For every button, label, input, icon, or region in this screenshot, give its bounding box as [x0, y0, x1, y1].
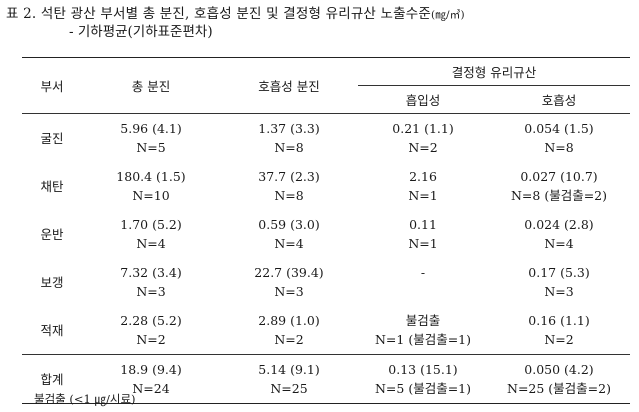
sample-count: N=1: [408, 188, 438, 203]
total-dust-cell: 1.70 (5.2) N=4: [82, 210, 220, 258]
sample-count: N=8: [274, 140, 304, 155]
header-inhalable: 흡입성: [405, 93, 441, 108]
sample-count: [358, 282, 488, 301]
sample-count: N=3: [136, 284, 166, 299]
sample-count: N=10: [132, 188, 170, 203]
dept-cell: 굴진: [22, 113, 82, 162]
table-subtitle: - 기하평균(기하표준편차): [69, 24, 213, 40]
value: 1.37 (3.3): [258, 121, 320, 136]
dept-cell: 채탄: [40, 178, 64, 194]
inhalable-cell: 0.11 N=1: [358, 210, 488, 258]
respirable-cell: 0.024 (2.8) N=4: [488, 210, 630, 258]
value: 7.32 (3.4): [120, 265, 182, 280]
resp-dust-cell: 37.7 (2.3) N=8: [220, 162, 358, 210]
resp-dust-cell: 22.7 (39.4) N=3: [220, 258, 358, 306]
dept-cell: 적재: [40, 322, 64, 338]
table-row: 보갱 7.32 (3.4) N=3 22.7 (39.4) N=3 - 0.17 (…: [22, 258, 630, 306]
sample-count: N=2: [136, 332, 166, 347]
table-footnote: 불검출 (<1 ㎍/시료): [34, 392, 136, 406]
total-dust-cell: 180.4 (1.5) N=10: [82, 162, 220, 210]
sample-count: N=5: [136, 140, 166, 155]
value: 0.21 (1.1): [392, 121, 454, 136]
table-title-unit: (㎎/㎥): [431, 9, 465, 21]
table-row: 적재 2.28 (5.2) N=2 2.89 (1.0) N=2 불검출 N=1 (불…: [22, 306, 630, 355]
resp-dust-cell: 1.37 (3.3) N=8: [220, 113, 358, 162]
total-dust-cell: 2.28 (5.2) N=2: [82, 306, 220, 355]
value: 1.70 (5.2): [120, 217, 182, 232]
value: 불검출: [405, 313, 441, 328]
sample-count: N=1 (불검출=1): [374, 332, 472, 347]
table-row: 굴진 5.96 (4.1) N=5 1.37 (3.3) N=8 0.21 (1.1…: [22, 113, 631, 162]
value: 2.89 (1.0): [258, 313, 320, 328]
table-title-text: 표 2. 석탄 광산 부서별 총 분진, 호흡성 분진 및 결정형 유리규산 노…: [6, 6, 432, 22]
value: 0.11: [409, 217, 437, 232]
respirable-cell: 0.054 (1.5) N=8: [488, 113, 631, 162]
total-dust-cell: 5.96 (4.1) N=5: [82, 113, 220, 162]
value: 2.28 (5.2): [120, 313, 182, 328]
value: 22.7 (39.4): [254, 265, 324, 280]
resp-dust-cell: 2.89 (1.0) N=2: [220, 306, 358, 355]
header-crystalline-silica: 결정형 유리규산: [358, 57, 631, 86]
sample-count: N=5 (불검출=1): [374, 381, 472, 396]
header-respirable: 호흡성: [541, 93, 577, 108]
value: 5.14 (9.1): [258, 362, 320, 377]
sample-count: N=2: [544, 332, 574, 347]
sample-count: N=4: [274, 236, 304, 251]
value: 0.027 (10.7): [520, 169, 598, 184]
value: 0.17 (5.3): [528, 265, 590, 280]
value: 2.16: [409, 169, 437, 184]
respirable-cell: 0.027 (10.7) N=8 (불검출=2): [488, 162, 630, 210]
value: 0.13 (15.1): [388, 362, 458, 377]
inhalable-cell: 불검출 N=1 (불검출=1): [358, 306, 488, 355]
sample-count: N=2: [274, 332, 304, 347]
sample-count: N=4: [136, 236, 166, 251]
table-title: 표 2. 석탄 광산 부서별 총 분진, 호흡성 분진 및 결정형 유리규산 노…: [6, 5, 465, 24]
total-row: 합계 18.9 (9.4) N=24 5.14 (9.1) N=25 0.13 (1…: [22, 354, 631, 404]
inhalable-cell: 0.21 (1.1) N=2: [358, 113, 488, 162]
dept-cell: 운반: [40, 226, 64, 242]
dept-cell: 합계: [22, 354, 82, 404]
exposure-table: 부서 총 분진 호흡성 분진 결정형 유리규산 흡입성 호흡성 굴진 5.96 …: [22, 57, 631, 404]
resp-dust-cell: 0.59 (3.0) N=4: [220, 210, 358, 258]
value: 0.024 (2.8): [524, 217, 594, 232]
header-resp-dust: 호흡성 분진: [220, 57, 358, 114]
inhalable-cell: 0.13 (15.1) N=5 (불검출=1): [358, 354, 488, 404]
table-row: 채탄 180.4 (1.5) N=10 37.7 (2.3) N=8 2.16 N=1…: [22, 162, 630, 210]
value: 37.7 (2.3): [258, 169, 320, 184]
sample-count: N=1: [408, 236, 438, 251]
sample-count: N=25: [270, 381, 308, 396]
sample-count: N=8 (불검출=2): [510, 188, 608, 203]
header-dept: 부서: [22, 57, 82, 114]
table-row: 운반 1.70 (5.2) N=4 0.59 (3.0) N=4 0.11 N=1 0…: [22, 210, 630, 258]
value: -: [420, 265, 426, 280]
total-dust-cell: 18.9 (9.4) N=24: [82, 354, 220, 404]
value: 0.054 (1.5): [524, 121, 594, 136]
value: 5.96 (4.1): [120, 121, 182, 136]
dept-cell: 보갱: [40, 274, 64, 290]
value: 180.4 (1.5): [116, 169, 186, 184]
sample-count: N=8: [274, 188, 304, 203]
total-dust-cell: 7.32 (3.4) N=3: [82, 258, 220, 306]
respirable-cell: 0.16 (1.1) N=2: [488, 306, 630, 355]
sample-count: N=2: [408, 140, 438, 155]
value: 0.16 (1.1): [528, 313, 590, 328]
sample-count: N=3: [274, 284, 304, 299]
inhalable-cell: -: [358, 258, 488, 306]
respirable-cell: 0.17 (5.3) N=3: [488, 258, 630, 306]
respirable-cell: 0.050 (4.2) N=25 (불검출=2): [488, 354, 631, 404]
value: 0.050 (4.2): [524, 362, 594, 377]
value: 0.59 (3.0): [258, 217, 320, 232]
value: 18.9 (9.4): [120, 362, 182, 377]
sample-count: N=25 (불검출=2): [507, 381, 611, 396]
header-total-dust: 총 분진: [82, 57, 220, 114]
inhalable-cell: 2.16 N=1: [358, 162, 488, 210]
sample-count: N=4: [544, 236, 574, 251]
sample-count: N=24: [132, 381, 170, 396]
sample-count: N=8: [544, 140, 574, 155]
sample-count: N=3: [544, 284, 574, 299]
resp-dust-cell: 5.14 (9.1) N=25: [220, 354, 358, 404]
